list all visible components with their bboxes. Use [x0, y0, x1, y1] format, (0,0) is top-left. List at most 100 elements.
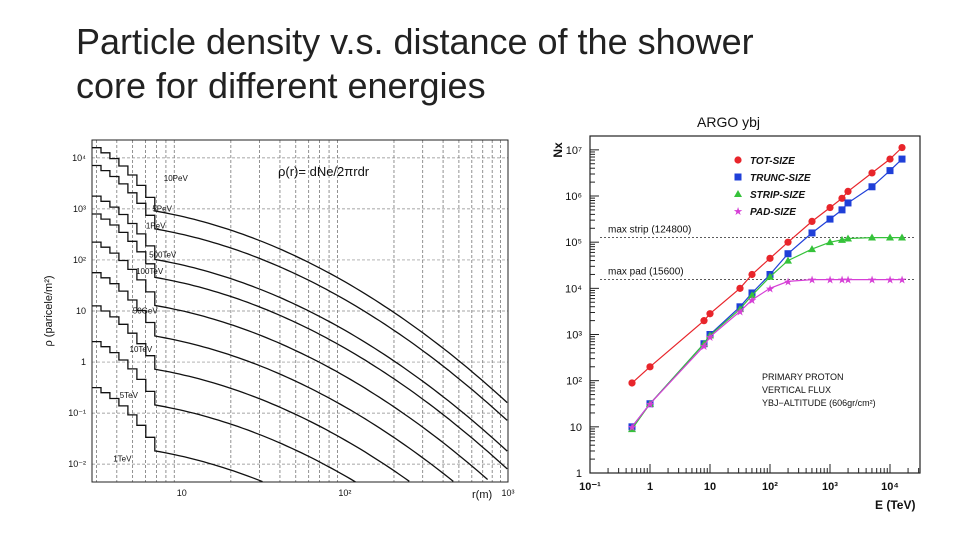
marker-strip-size	[766, 272, 774, 280]
marker-strip-size	[706, 331, 714, 339]
y-tick-label: 10⁵	[565, 237, 582, 249]
marker-strip-size	[736, 305, 744, 313]
marker-strip-size	[628, 425, 636, 433]
density-curve-1PeV	[92, 195, 508, 452]
marker-trunc-size	[838, 206, 846, 214]
marker-strip-size	[784, 256, 792, 264]
density-curve-50GeV	[92, 272, 454, 482]
marker-strip-size	[886, 233, 894, 241]
x-tick-label: 10²	[338, 488, 351, 498]
marker-tot-size	[898, 143, 906, 152]
marker-pad-size: ★	[897, 275, 907, 287]
density-curve-500TeV	[92, 213, 508, 470]
y-tick-label: 10²	[73, 255, 86, 265]
reference-label: max pad (15600)	[608, 267, 684, 278]
marker-tot-size	[736, 284, 744, 292]
density-curve-10PeV	[92, 147, 508, 404]
x-tick-label: 10	[704, 481, 716, 493]
lateral-density-chart: 10PeV 5PeV 1PeV 500TeV 100TeV 50GeV 10TeV 5TeV 1…	[43, 139, 515, 501]
marker-trunc-size	[784, 250, 792, 258]
density-curve-1TeV	[92, 386, 263, 483]
marker-tot-size	[628, 379, 636, 387]
curve-label-100TeV: 100TeV	[136, 267, 164, 276]
reference-label: max strip (124800)	[608, 225, 691, 236]
marker-pad-size: ★	[843, 275, 853, 287]
marker-trunc-size	[886, 167, 894, 175]
marker-tot-size	[766, 254, 774, 262]
annotation: YBJ−ALTITUDE (606gr/cm²)	[762, 398, 876, 408]
slide-title-line-1: Particle density v.s. distance of the sh…	[76, 21, 754, 62]
slide-title-line-2: core for different energies	[76, 65, 486, 106]
marker-tot-size	[868, 169, 876, 177]
x-tick-label: 10	[177, 488, 187, 498]
marker-tot-size	[784, 238, 792, 246]
curve-label-50GeV: 50GeV	[133, 307, 159, 316]
legend-label-trunc-size: TRUNC-SIZE	[750, 173, 811, 184]
y-tick-label: 10³	[566, 330, 582, 342]
curve-label-1TeV: 1TeV	[113, 455, 132, 464]
legend-label-strip-size: STRIP-SIZE	[750, 190, 805, 201]
curve-label-10PeV: 10PeV	[164, 174, 189, 183]
size-vs-energy-chart: max strip (124800)max pad (15600)★★★★★★★…	[551, 135, 921, 512]
y-tick-label: 1	[81, 357, 86, 367]
density-curve-10TeV	[92, 305, 410, 482]
marker-trunc-size	[898, 155, 906, 163]
curve-label-5TeV: 5TeV	[120, 391, 139, 400]
plot-frame	[91, 139, 509, 483]
y-axis-label: Nx	[551, 142, 565, 158]
marker-tot-size	[734, 156, 742, 164]
legend-label-tot-size: TOT-SIZE	[750, 156, 795, 167]
slide-title: Particle density v.s. distance of the sh…	[76, 20, 876, 108]
argo-label: ARGO ybj	[697, 114, 761, 130]
x-axis-label: E (TeV)	[875, 498, 915, 512]
x-tick-label: 10³	[501, 488, 514, 498]
formula-label: ρ(r)= dNe/2πrdr	[278, 164, 370, 179]
marker-tot-size	[700, 317, 708, 325]
marker-trunc-size	[844, 199, 852, 207]
marker-pad-size: ★	[733, 206, 743, 218]
marker-tot-size	[886, 155, 894, 163]
x-axis-label: r(m)	[472, 489, 492, 501]
x-tick-label: 1	[647, 481, 653, 493]
marker-pad-size: ★	[885, 275, 895, 287]
marker-pad-size: ★	[783, 276, 793, 288]
marker-tot-size	[838, 194, 846, 202]
y-tick-label: 10⁶	[565, 191, 582, 203]
curve-label-500TeV: 500TeV	[149, 250, 177, 259]
y-tick-label: 10⁴	[72, 153, 86, 163]
marker-strip-size	[700, 339, 708, 347]
y-tick-label: 10⁻²	[68, 459, 86, 469]
marker-pad-size: ★	[699, 341, 709, 353]
marker-tot-size	[844, 187, 852, 195]
curve-label-5PeV: 5PeV	[152, 204, 172, 213]
density-curve-100TeV	[92, 241, 489, 480]
x-tick-label: 10⁴	[881, 481, 899, 493]
marker-pad-size: ★	[807, 275, 817, 287]
marker-pad-size: ★	[837, 275, 847, 287]
marker-trunc-size	[808, 229, 816, 237]
curve-label-1PeV: 1PeV	[146, 221, 166, 230]
series-line-pad-size	[631, 279, 902, 428]
annotation: PRIMARY PROTON	[762, 372, 844, 382]
marker-pad-size: ★	[705, 332, 715, 344]
marker-strip-size	[868, 233, 876, 241]
y-tick-label: 10³	[73, 204, 86, 214]
y-tick-label: 10²	[566, 376, 582, 388]
marker-pad-size: ★	[627, 422, 637, 434]
y-tick-label: 10	[570, 422, 582, 434]
x-tick-label: 10²	[762, 481, 778, 493]
marker-tot-size	[646, 363, 654, 371]
legend-label-pad-size: PAD-SIZE	[750, 207, 796, 218]
marker-strip-size	[826, 238, 834, 246]
marker-pad-size: ★	[645, 399, 655, 411]
annotation: VERTICAL FLUX	[762, 385, 831, 395]
marker-tot-size	[706, 310, 714, 318]
marker-strip-size	[898, 233, 906, 241]
density-curve-5PeV	[92, 164, 508, 421]
marker-tot-size	[748, 270, 756, 279]
marker-pad-size: ★	[765, 283, 775, 295]
x-tick-label: 10⁻¹	[579, 481, 601, 493]
marker-trunc-size	[868, 183, 876, 191]
marker-pad-size: ★	[867, 275, 877, 287]
y-tick-label: 10	[76, 306, 86, 316]
